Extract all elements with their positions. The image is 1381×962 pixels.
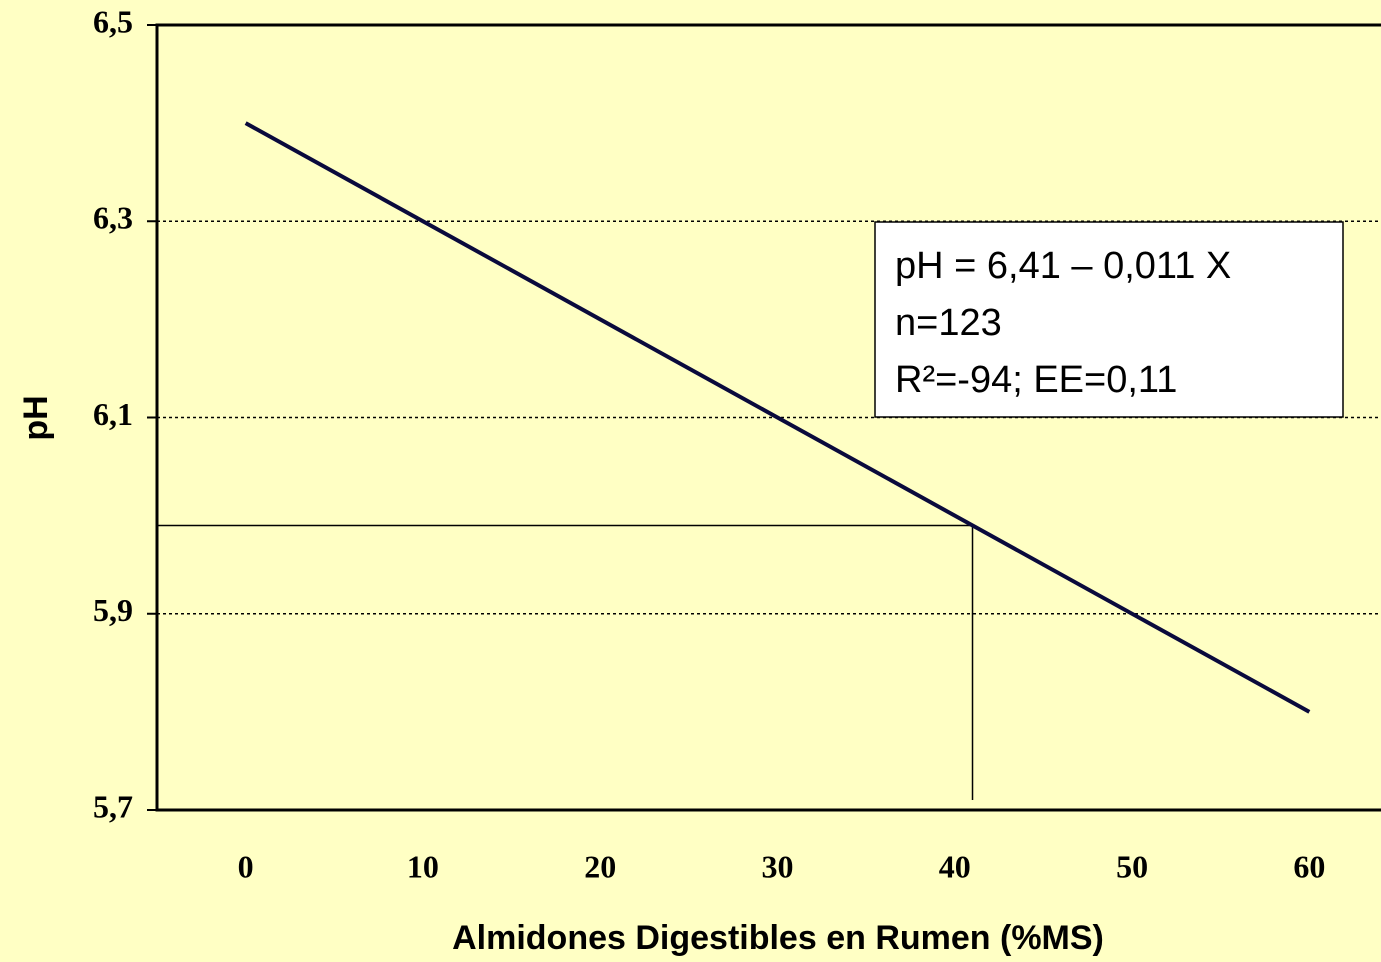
y-tick-label: 5,7 [93, 788, 133, 824]
y-tick-label: 6,5 [93, 3, 133, 39]
y-tick-label: 6,1 [93, 396, 133, 432]
x-tick-label: 30 [762, 848, 794, 884]
data-line [244, 121, 1311, 714]
annotation-text: n=123 [895, 302, 1002, 344]
x-tick-label: 40 [939, 848, 971, 884]
annotation-text: pH = 6,41 – 0,011 X [895, 245, 1231, 287]
y-axis-title: pH [17, 395, 55, 440]
x-axis-title: Almidones Digestibles en Rumen (%MS) [452, 919, 1104, 957]
x-tick-label: 50 [1116, 848, 1148, 884]
x-tick-label: 60 [1293, 848, 1325, 884]
x-tick-label: 10 [407, 848, 439, 884]
x-tick-label: 20 [584, 848, 616, 884]
annotation-box [874, 221, 1344, 418]
annotation-text: R²=-94; EE=0,11 [895, 359, 1177, 401]
plot-frame [155, 23, 1381, 812]
y-tick-label: 6,3 [93, 200, 133, 236]
y-tick-label: 5,9 [93, 592, 133, 628]
x-tick-label: 0 [238, 848, 254, 884]
